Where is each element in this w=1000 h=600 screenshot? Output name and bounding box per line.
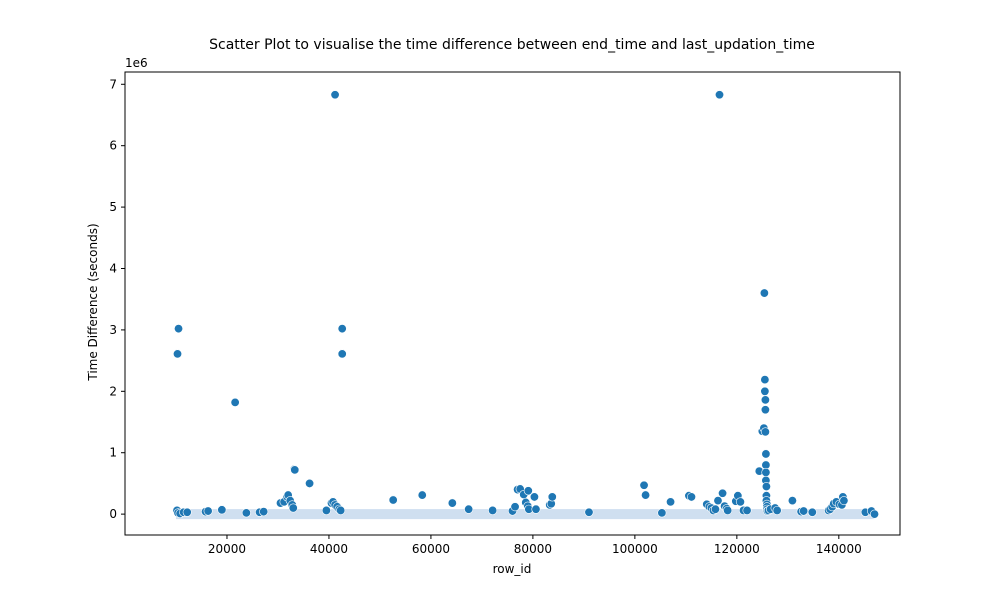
- plot-frame: [124, 71, 901, 536]
- scatter-point: [742, 505, 752, 515]
- x-tick-label: 20000: [208, 542, 246, 556]
- scatter-point: [839, 496, 849, 506]
- chart-title: Scatter Plot to visualise the time diffe…: [209, 37, 815, 53]
- scatter-point: [760, 386, 770, 396]
- scatter-point: [321, 505, 331, 515]
- scatter-point: [174, 324, 184, 334]
- x-axis-label: row_id: [493, 562, 532, 576]
- scatter-point: [173, 349, 183, 359]
- scatter-point: [241, 508, 251, 518]
- scatter-point: [182, 507, 192, 517]
- scatter-point: [584, 507, 594, 517]
- scatter-point: [761, 481, 771, 491]
- x-tick-label: 60000: [412, 542, 450, 556]
- scatter-point: [510, 502, 520, 512]
- scatter-point: [759, 288, 769, 298]
- scatter-point: [639, 480, 649, 490]
- scatter-point: [488, 505, 498, 515]
- scatter-point: [523, 486, 533, 496]
- y-tick-label: 5: [109, 200, 117, 214]
- scatter-point: [657, 508, 667, 518]
- y-tick-label: 1: [109, 446, 117, 460]
- scatter-point: [464, 504, 474, 514]
- x-tick-label: 120000: [714, 542, 760, 556]
- scatter-point: [760, 405, 770, 415]
- scatter-point: [735, 497, 745, 507]
- y-tick-label: 7: [109, 77, 117, 91]
- scatter-point: [761, 467, 771, 477]
- scatter-point: [259, 507, 269, 517]
- scatter-point: [772, 505, 782, 515]
- scatter-point: [710, 504, 720, 514]
- x-tick-label: 100000: [612, 542, 658, 556]
- scatter-point: [388, 495, 398, 505]
- scatter-point: [547, 492, 557, 502]
- y-tick-label: 2: [109, 384, 117, 398]
- x-tick-label: 80000: [514, 542, 552, 556]
- scatter-point: [337, 349, 347, 359]
- scatter-point: [807, 507, 817, 517]
- scatter-point: [799, 506, 809, 516]
- scatter-point: [760, 427, 770, 437]
- scatter-point: [288, 503, 298, 513]
- scatter-point: [761, 449, 771, 459]
- scatter-point: [417, 490, 427, 500]
- scatter-point: [290, 465, 300, 475]
- scatter-point: [230, 397, 240, 407]
- scatter-point: [336, 505, 346, 515]
- scatter-point: [641, 490, 651, 500]
- y-axis-label: Time Difference (seconds): [86, 223, 100, 381]
- scatter-point: [203, 506, 213, 516]
- scatter-point: [718, 488, 728, 498]
- scatter-point: [666, 497, 676, 507]
- y-tick-label: 4: [109, 261, 117, 275]
- scatter-point: [723, 505, 733, 515]
- data-points: [172, 90, 880, 519]
- scatter-point: [337, 324, 347, 334]
- y-axis-ticks: 0 1 2 3 4 5 6 7: [109, 77, 125, 521]
- scatter-point: [715, 90, 725, 100]
- y-tick-label: 6: [109, 139, 117, 153]
- scatter-point: [529, 492, 539, 502]
- x-axis-ticks: 20000 40000 60000 80000 100000 120000 140000: [208, 535, 862, 556]
- y-tick-label: 0: [109, 507, 117, 521]
- near-zero-point-band: [175, 509, 875, 520]
- scatter-point: [217, 505, 227, 515]
- scatter-point: [305, 478, 315, 488]
- scatter-point: [686, 492, 696, 502]
- baseline-band: [175, 509, 875, 520]
- y-offset-label: 1e6: [125, 56, 148, 70]
- scatter-point: [713, 496, 723, 506]
- scatter-point: [447, 498, 457, 508]
- scatter-point: [330, 90, 340, 100]
- x-tick-label: 40000: [310, 542, 348, 556]
- scatter-point: [760, 395, 770, 405]
- y-tick-label: 3: [109, 323, 117, 337]
- scatter-point: [760, 375, 770, 385]
- scatter-point: [787, 496, 797, 506]
- x-tick-label: 140000: [816, 542, 862, 556]
- scatter-point: [870, 509, 880, 519]
- scatter-point: [531, 504, 541, 514]
